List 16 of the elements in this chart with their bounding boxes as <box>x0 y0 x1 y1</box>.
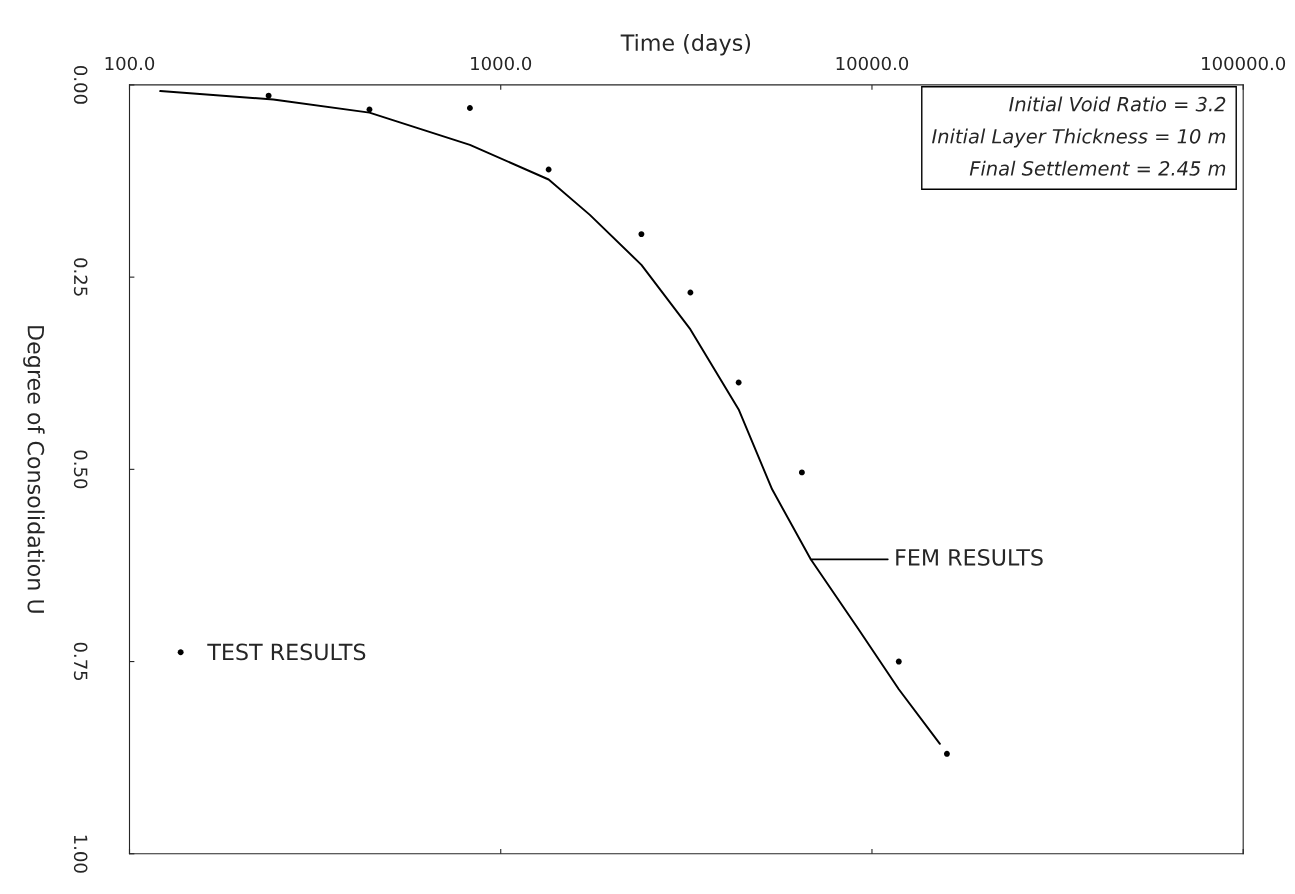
y-axis-title: Degree of Consolidation U <box>23 326 45 613</box>
x-axis-title: Time (days) <box>620 33 751 56</box>
y-tick-label: 0.75 <box>73 642 88 681</box>
y-tick-label: 0.50 <box>73 450 88 489</box>
x-tick-label: 100.0 <box>105 56 155 71</box>
legend-label: TEST RESULTS <box>207 643 366 661</box>
annotation: Initial Void Ratio = 3.2 <box>1009 96 1226 112</box>
annotation: Initial Layer Thickness = 10 m <box>932 128 1226 148</box>
y-tick-label: 0.25 <box>73 258 88 296</box>
x-tick-label: 1000.0 <box>471 56 532 71</box>
annotation: Final Settlement = 2.45 m <box>969 160 1226 176</box>
x-tick-label: 10000.0 <box>836 56 909 71</box>
legend-label: FEM RESULTS <box>896 548 1043 566</box>
y-tick-label: 1.00 <box>73 835 88 873</box>
x-tick-label: 100000.0 <box>1202 56 1286 71</box>
y-tick-label: 0.00 <box>73 66 88 104</box>
